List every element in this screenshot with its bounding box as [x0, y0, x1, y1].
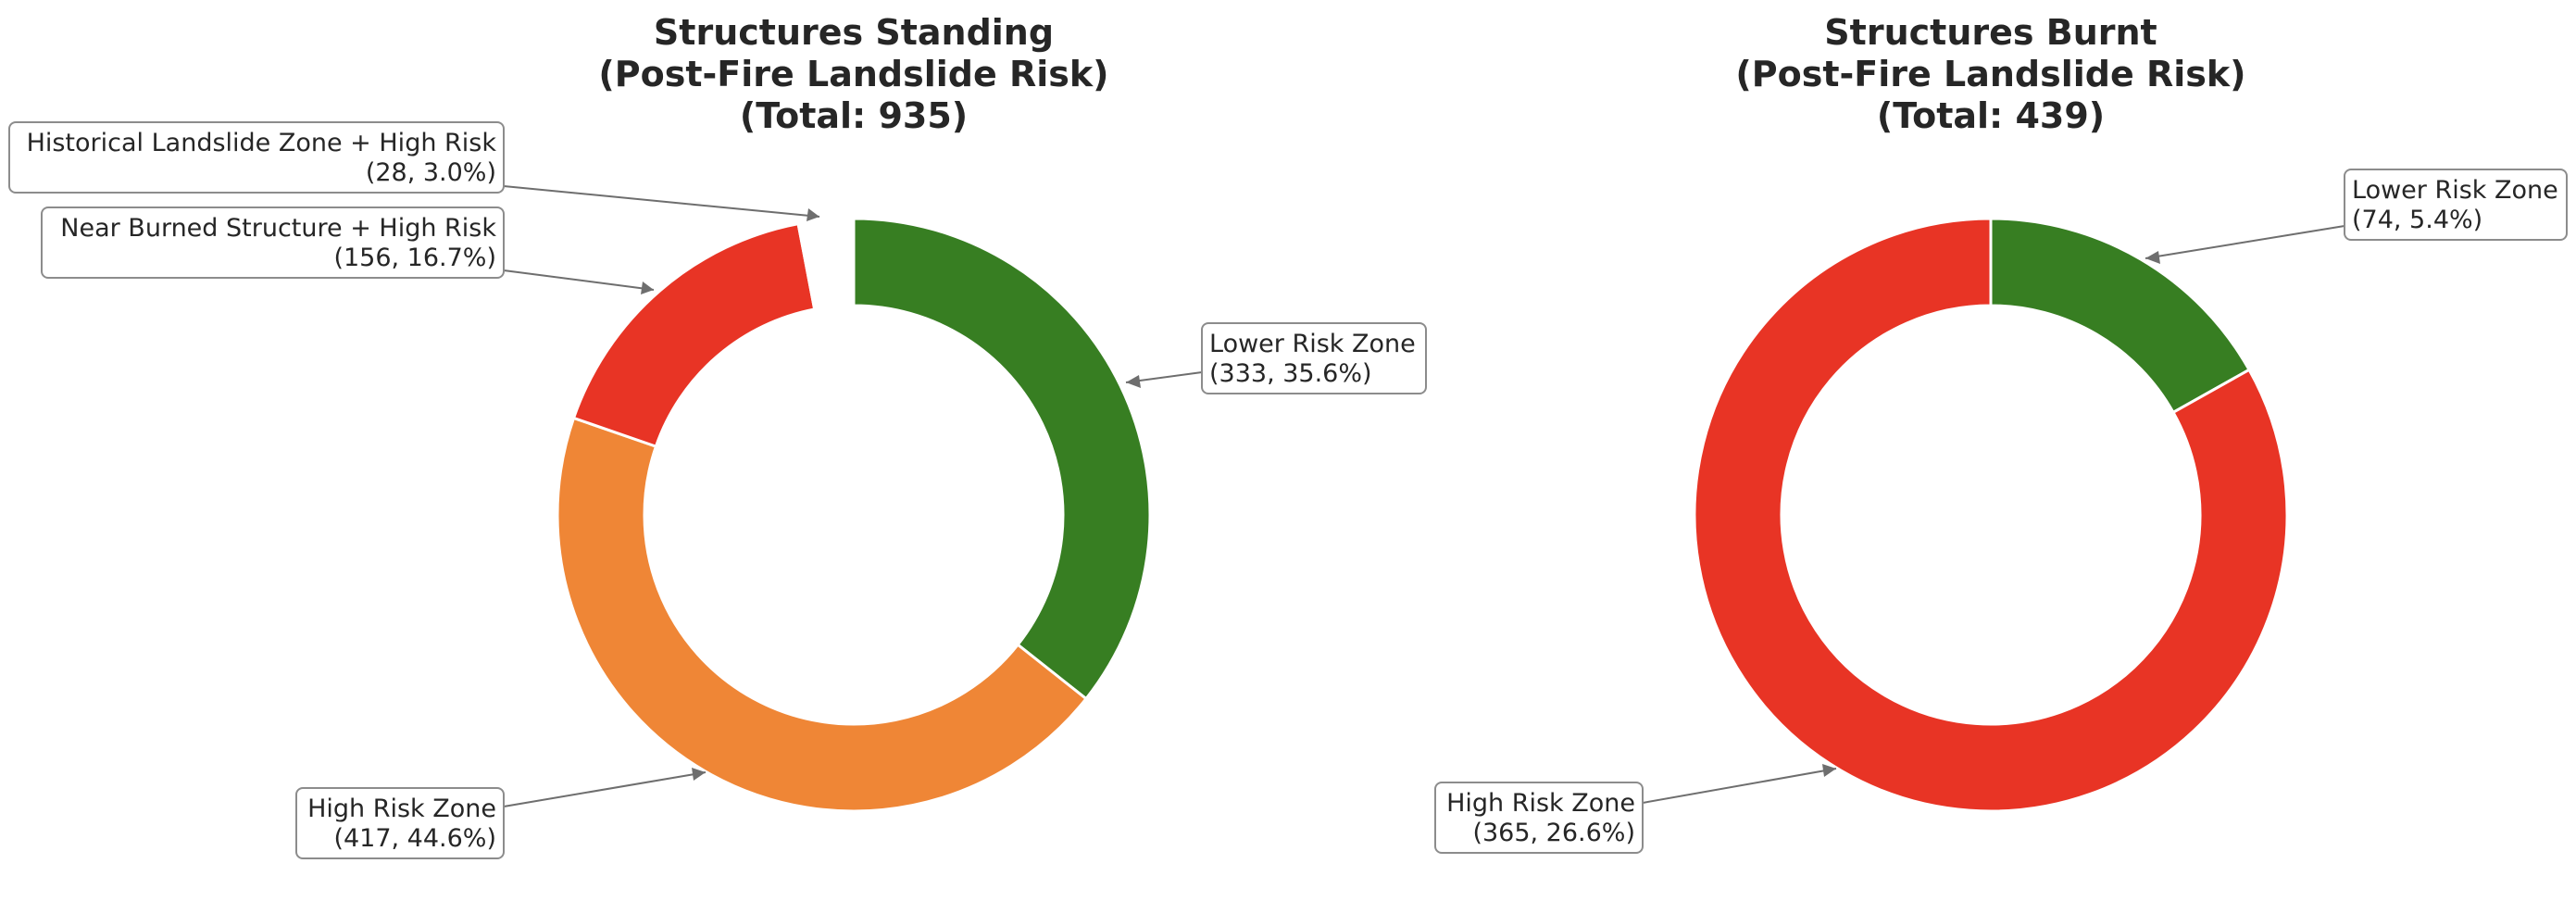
- chart-2-annotation-label-high-risk: High Risk Zone: [1446, 789, 1635, 818]
- chart-1-annotation-box-historical: [8, 121, 505, 194]
- chart-1-leader-historical: [503, 185, 820, 218]
- chart-1-title-line-3: (Total: 935): [740, 95, 968, 136]
- chart-1-leader-near-burned: [503, 269, 655, 291]
- chart-2-title-line-1: Structures Burnt: [1824, 12, 2157, 53]
- chart-2-slices: [1693, 217, 2289, 813]
- chart-1-annotation-label-high-risk: High Risk Zone: [307, 795, 496, 823]
- chart-1-arrowhead-near-burned: [641, 282, 654, 294]
- chart-burnt: Structures Burnt (Post-Fire Landslide Ri…: [1434, 12, 2568, 854]
- chart-1-arrowhead-lower-risk: [1126, 375, 1141, 388]
- chart-1-annotation-value-historical: (28, 3.0%): [366, 158, 496, 187]
- chart-2-title-line-3: (Total: 439): [1877, 95, 2105, 136]
- chart-2-annotation-box-high-risk: [1434, 782, 1644, 854]
- chart-1-annotation-value-near-burned: (156, 16.7%): [333, 244, 496, 272]
- chart-2-title-line-2: (Post-Fire Landslide Risk): [1735, 54, 2245, 94]
- chart-1-annotation-value-high-risk: (417, 44.6%): [333, 824, 496, 853]
- chart-2-leader-high-risk: [1642, 768, 1837, 804]
- chart-1-leader-high-risk: [503, 771, 707, 807]
- chart-2-arrowhead-lower-risk: [2145, 251, 2160, 264]
- chart-2-slice-high-risk-zone: [1693, 217, 2289, 813]
- chart-2-leader-lower-risk: [2145, 225, 2345, 259]
- chart-1-annotation-box-lower-risk: [1201, 322, 1427, 394]
- chart-2-annotation-value-high-risk: (365, 26.6%): [1472, 819, 1635, 847]
- chart-1-annotation-label-lower-risk: Lower Risk Zone: [1209, 330, 1416, 358]
- chart-1-annotation-value-lower-risk: (333, 35.6%): [1209, 359, 1372, 388]
- chart-1-title-line-1: Structures Standing: [654, 12, 1054, 53]
- chart-2-annotation-label-lower-risk: Lower Risk Zone: [2352, 176, 2558, 205]
- chart-1-slice-near-burned-structure-high-risk: [571, 221, 817, 449]
- chart-1-annotation-box-near-burned: [41, 206, 505, 279]
- chart-1-arrowhead-high-risk: [692, 768, 706, 781]
- chart-1-annotation-label-near-burned: Near Burned Structure + High Risk: [60, 214, 496, 243]
- chart-2-annotation-box-lower-risk: [2344, 169, 2568, 241]
- chart-1-slices: [556, 217, 1152, 813]
- chart-1-annotation-label-historical: Historical Landslide Zone + High Risk: [27, 129, 497, 157]
- chart-1-slice-historical-landslide-zone-high-risk: [796, 217, 856, 311]
- chart-1-title-line-2: (Post-Fire Landslide Risk): [598, 54, 1108, 94]
- chart-1-slice-high-risk-zone: [556, 416, 1089, 813]
- chart-2-annotation-value-lower-risk: (74, 5.4%): [2352, 206, 2482, 234]
- chart-1-annotation-box-high-risk: [295, 787, 505, 859]
- chart-standing: Structures Standing (Post-Fire Landslide…: [8, 12, 1427, 859]
- chart-1-slice-lower-risk-zone: [852, 217, 1152, 701]
- chart-1-arrowhead-historical: [807, 208, 819, 221]
- chart-2-arrowhead-high-risk: [1822, 764, 1836, 777]
